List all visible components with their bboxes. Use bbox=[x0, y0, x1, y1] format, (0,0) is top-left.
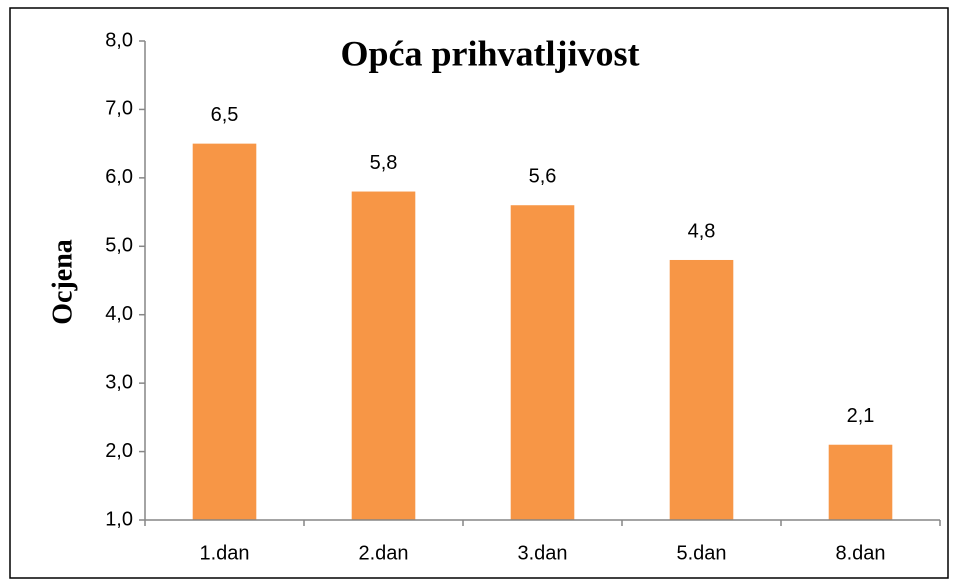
y-tick-label: 8,0 bbox=[105, 29, 133, 51]
x-tick-label: 2.dan bbox=[358, 542, 408, 564]
chart-title: Opća prihvatljivost bbox=[340, 33, 639, 73]
x-tick-label: 5.dan bbox=[676, 542, 726, 564]
chart-border bbox=[9, 7, 949, 579]
y-axis-label: Ocjena bbox=[47, 239, 78, 325]
y-tick-label: 3,0 bbox=[105, 371, 133, 393]
data-label: 4,8 bbox=[688, 220, 716, 242]
data-label: 2,1 bbox=[847, 405, 875, 427]
data-label: 6,5 bbox=[211, 104, 239, 126]
y-tick-label: 1,0 bbox=[105, 508, 133, 530]
y-tick-label: 4,0 bbox=[105, 303, 133, 325]
bar bbox=[669, 259, 734, 520]
data-label: 5,6 bbox=[529, 166, 557, 188]
x-tick-label: 1.dan bbox=[199, 542, 249, 564]
y-tick-label: 7,0 bbox=[105, 98, 133, 120]
y-tick-label: 2,0 bbox=[105, 440, 133, 462]
data-label: 5,8 bbox=[370, 152, 398, 174]
x-tick-label: 3.dan bbox=[517, 542, 567, 564]
bar bbox=[828, 444, 893, 520]
y-tick-label: 5,0 bbox=[105, 235, 133, 257]
bar bbox=[510, 205, 575, 520]
y-tick-label: 6,0 bbox=[105, 166, 133, 188]
bar bbox=[192, 143, 257, 520]
x-tick-label: 8.dan bbox=[835, 542, 885, 564]
bar bbox=[351, 191, 416, 521]
